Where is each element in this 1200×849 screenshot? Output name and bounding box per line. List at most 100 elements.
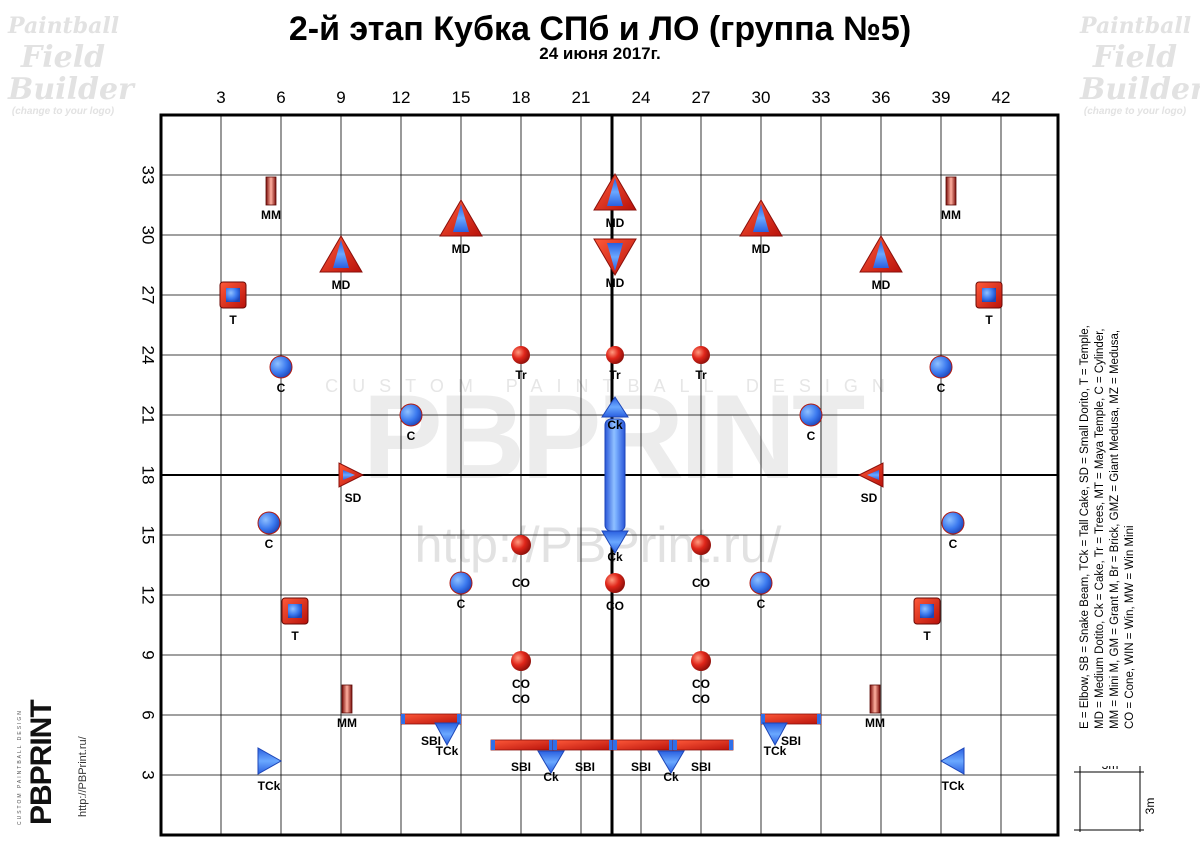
watermark-text: CUSTOM PAINTBALL DESIGN bbox=[325, 376, 899, 396]
obstacle-label: MD bbox=[606, 276, 625, 290]
obstacle-label: SBI bbox=[691, 760, 711, 774]
obstacle-label: SD bbox=[345, 491, 362, 505]
watermark-line: Paintball bbox=[1080, 13, 1192, 39]
x-tick-label: 21 bbox=[572, 88, 591, 107]
snake-beam-cap bbox=[457, 714, 461, 724]
snake-beam-cap bbox=[401, 714, 405, 724]
tall-cake bbox=[257, 747, 283, 775]
x-tick-label: 15 bbox=[452, 88, 471, 107]
obstacle-label: MM bbox=[261, 208, 281, 222]
cake-obstacle bbox=[601, 530, 629, 554]
obstacle-label: MD bbox=[872, 278, 891, 292]
obstacles: MM MM MD MD MD MD MD MD T T C C Tr Tr Tr C C Ck Ck SD SD C C C C… bbox=[219, 173, 1003, 793]
watermark-line: Paintball bbox=[8, 13, 120, 39]
obstacle-label: CO bbox=[692, 692, 710, 706]
snake-beam-cap bbox=[761, 714, 765, 724]
cone-obstacle bbox=[691, 651, 711, 671]
obstacle-label: C bbox=[949, 537, 958, 551]
y-tick-label: 12 bbox=[139, 586, 158, 605]
watermark-line: Builder bbox=[1080, 72, 1200, 107]
y-tick-label: 33 bbox=[139, 166, 158, 185]
small-dorito-top bbox=[343, 470, 355, 480]
obstacle-label: CO bbox=[512, 677, 530, 691]
legend-line: MM = Mini M, GM = Grant M, Br = Brick, G… bbox=[1109, 329, 1121, 729]
watermark-line: Builder bbox=[8, 72, 134, 107]
page-subtitle: 24 июня 2017г. bbox=[539, 44, 661, 63]
snake-beam-cap bbox=[553, 740, 557, 750]
obstacle-label: C bbox=[807, 429, 816, 443]
cylinder-obstacle bbox=[257, 511, 281, 535]
brand-url: http://PBPrint.ru/ bbox=[77, 736, 89, 817]
tall-cake bbox=[939, 747, 965, 775]
legend-line: CO = Cone, WIN = Win, MW = Win Mini bbox=[1124, 525, 1136, 729]
obstacle-label: TCk bbox=[942, 779, 965, 793]
x-tick-label: 6 bbox=[276, 88, 285, 107]
brand-logo: CUSTOM PAINTBALL DESIGN PBPRINT http://P… bbox=[17, 695, 89, 825]
temple-top bbox=[982, 288, 996, 302]
scale-v-label: 3m bbox=[1143, 798, 1157, 815]
obstacle-label: Ck bbox=[543, 770, 559, 784]
small-dorito-top bbox=[867, 470, 879, 480]
legend: E = Elbow, SB = Snake Beam, TCk = Tall C… bbox=[1058, 84, 1158, 734]
obstacle-label: SBI bbox=[575, 760, 595, 774]
medium-dorito-top bbox=[607, 243, 623, 271]
tall-cake bbox=[434, 722, 460, 747]
watermark-corner-left: Paintball Field Builder (change to your … bbox=[8, 10, 134, 118]
cone-obstacle bbox=[691, 535, 711, 555]
x-tick-label: 24 bbox=[632, 88, 651, 107]
snake-beam bbox=[490, 739, 554, 751]
obstacle-label: C bbox=[457, 597, 466, 611]
y-tick-label: 6 bbox=[139, 710, 158, 719]
watermark-corner-right: Paintball Field Builder (change to your … bbox=[1080, 10, 1200, 118]
watermark-line: Field bbox=[1092, 40, 1178, 75]
obstacle-label: T bbox=[985, 313, 993, 327]
watermark-line: (change to your logo) bbox=[11, 106, 115, 117]
obstacle-label: Tr bbox=[609, 368, 621, 382]
y-tick-label: 9 bbox=[139, 650, 158, 659]
field-border bbox=[159, 113, 1060, 837]
obstacle-label: MM bbox=[337, 716, 357, 730]
y-tick-label: 3 bbox=[139, 770, 158, 779]
obstacle-label: Ck bbox=[663, 770, 679, 784]
x-tick-label: 42 bbox=[992, 88, 1011, 107]
temple-top bbox=[288, 604, 302, 618]
obstacle-label: Ck bbox=[607, 550, 623, 564]
brand-name: PBPRINT bbox=[25, 700, 58, 825]
obstacle-label: MD bbox=[452, 242, 471, 256]
tree-obstacle bbox=[606, 346, 624, 364]
obstacle-label: TCk bbox=[258, 779, 281, 793]
obstacle-label: CO bbox=[512, 692, 530, 706]
obstacle-label: MD bbox=[332, 278, 351, 292]
obstacle-label: T bbox=[291, 629, 299, 643]
obstacle-label: SD bbox=[861, 491, 878, 505]
snake-beam-cap bbox=[491, 740, 495, 750]
obstacle-label: CO bbox=[606, 599, 624, 613]
obstacle-label: SBI bbox=[781, 734, 801, 748]
snake-beam bbox=[552, 739, 614, 751]
snake-beam bbox=[672, 739, 734, 751]
legend-line: MD = Medium Dotito, Ck = Cake, Tr = Tree… bbox=[1094, 328, 1106, 729]
cylinder-obstacle bbox=[269, 355, 293, 379]
x-tick-label: 9 bbox=[336, 88, 345, 107]
obstacle-label: SBI bbox=[511, 760, 531, 774]
x-tick-label: 30 bbox=[752, 88, 771, 107]
obstacle-label: MM bbox=[941, 208, 961, 222]
obstacle-label: MM bbox=[865, 716, 885, 730]
y-tick-label: 27 bbox=[139, 286, 158, 305]
obstacle-label: Tr bbox=[695, 368, 707, 382]
obstacle-label: CO bbox=[692, 677, 710, 691]
snake-beam-cap bbox=[609, 740, 613, 750]
watermark-line: (change to your logo) bbox=[1083, 106, 1187, 117]
obstacle-label: C bbox=[757, 597, 766, 611]
brand-tagline: CUSTOM PAINTBALL DESIGN bbox=[17, 709, 23, 825]
obstacle-label: SBI bbox=[631, 760, 651, 774]
obstacle-label: CO bbox=[512, 576, 530, 590]
page-title: 2-й этап Кубка СПб и ЛО (группа №5) bbox=[288, 10, 912, 48]
axis-ticks: 3 6 9 12 15 18 21 24 27 30 33 36 39 42369121518212427… bbox=[139, 88, 1011, 780]
obstacle-label: SBI bbox=[421, 734, 441, 748]
obstacle-label: TCk bbox=[436, 744, 459, 758]
snake-beam bbox=[612, 739, 674, 751]
cake-obstacle bbox=[601, 396, 629, 418]
medium-dorito-top bbox=[753, 204, 769, 232]
